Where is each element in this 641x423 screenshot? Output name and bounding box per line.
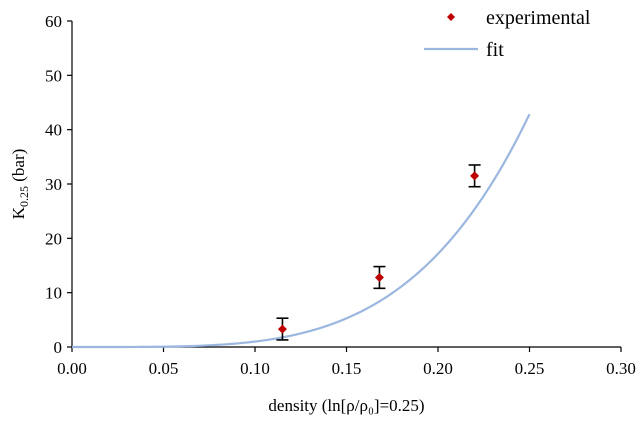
axes: 0.00 0.05 0.10 0.15 0.20 0.25 0.30 0 10 20 30 40 50 6… <box>45 12 636 378</box>
y-tick-label: 20 <box>45 229 62 248</box>
marker-diamond <box>470 171 480 181</box>
legend-label-experimental: experimental <box>486 7 591 29</box>
x-tick-label: 0.25 <box>515 359 545 378</box>
y-tick-label: 50 <box>45 66 62 85</box>
x-tick-label: 0.05 <box>149 359 179 378</box>
x-tick-label: 0.10 <box>240 359 270 378</box>
x-tick-label: 0.00 <box>57 359 87 378</box>
data-point <box>468 164 481 188</box>
marker-diamond <box>374 272 384 282</box>
x-tick-label: 0.30 <box>606 359 636 378</box>
y-tick-label: 30 <box>45 175 62 194</box>
legend: experimental fit <box>424 7 591 61</box>
x-axis-label: density (ln[ρ/ρ₀]=0.25) <box>268 396 424 415</box>
legend-label-fit: fit <box>486 39 504 61</box>
fit-layer <box>72 113 531 349</box>
fit-line <box>72 113 531 349</box>
x-tick-label: 0.20 <box>423 359 453 378</box>
data-point <box>276 317 289 341</box>
experimental-layer <box>276 164 481 341</box>
y-axis-label: K0.25 (bar) <box>9 149 31 220</box>
y-tick-label: 60 <box>45 12 62 31</box>
data-point <box>373 265 386 290</box>
marker-diamond <box>277 324 287 334</box>
legend-marker-experimental <box>447 13 455 21</box>
y-tick-label: 10 <box>45 284 62 303</box>
x-tick-label: 0.15 <box>332 359 362 378</box>
y-tick-label: 40 <box>45 121 62 140</box>
y-tick-label: 0 <box>54 338 63 357</box>
